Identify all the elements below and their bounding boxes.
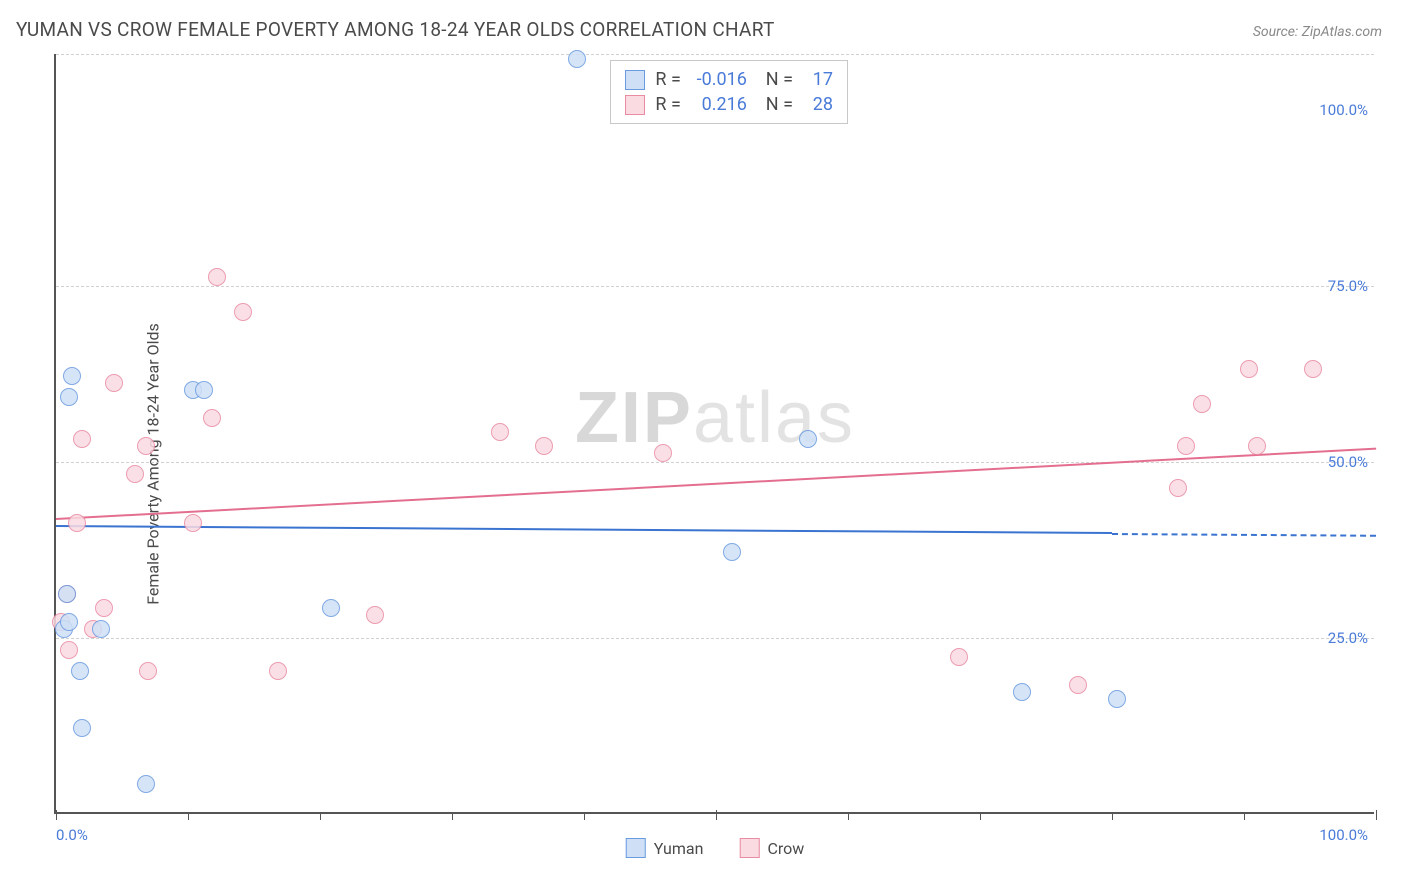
data-point	[137, 437, 155, 455]
stat-n-value: 17	[803, 69, 833, 90]
gridline	[56, 462, 1374, 463]
x-tick	[452, 812, 453, 820]
legend-swatch	[626, 838, 646, 858]
data-point	[58, 585, 76, 603]
data-point	[95, 599, 113, 617]
y-tick-label: 25.0%	[1328, 629, 1368, 647]
plot-area: ZIPatlas R =-0.016 N =17R =0.216 N =28 Y…	[54, 54, 1374, 814]
data-point	[723, 543, 741, 561]
data-point	[208, 268, 226, 286]
data-point	[799, 430, 817, 448]
data-point	[137, 775, 155, 793]
data-point	[1069, 676, 1087, 694]
data-point	[1193, 395, 1211, 413]
y-tick-label: 75.0%	[1328, 277, 1368, 295]
stat-row: R = -0.016 N = 17	[625, 67, 833, 92]
x-tick	[584, 812, 585, 820]
data-point	[654, 444, 672, 462]
data-point	[535, 437, 553, 455]
data-point	[60, 613, 78, 631]
legend-swatch	[625, 70, 645, 90]
data-point	[568, 50, 586, 68]
legend-label: Crow	[767, 839, 804, 858]
data-point	[322, 599, 340, 617]
data-point	[105, 374, 123, 392]
source-attribution: Source: ZipAtlas.com	[1253, 24, 1382, 40]
data-point	[1169, 479, 1187, 497]
legend-item: Yuman	[626, 838, 704, 858]
stat-n-value: 28	[803, 94, 833, 115]
y-tick-label: 50.0%	[1328, 453, 1368, 471]
data-point	[73, 430, 91, 448]
x-tick-label: 100.0%	[1319, 826, 1368, 844]
data-point	[269, 662, 287, 680]
x-tick-label: 0.0%	[56, 826, 88, 844]
stat-row: R = 0.216 N = 28	[625, 92, 833, 117]
data-point	[195, 381, 213, 399]
gridline	[56, 638, 1374, 639]
stat-n-label: N =	[757, 69, 793, 90]
data-point	[71, 662, 89, 680]
chart-container: Female Poverty Among 18-24 Year Olds ZIP…	[16, 54, 1392, 874]
y-tick-label: 100.0%	[1319, 101, 1368, 119]
stat-r-value: -0.016	[691, 69, 747, 90]
legend-swatch	[625, 95, 645, 115]
stat-r-value: 0.216	[691, 94, 747, 115]
data-point	[1240, 360, 1258, 378]
data-point	[1013, 683, 1031, 701]
trend-line	[56, 525, 1112, 534]
x-tick	[1376, 810, 1377, 820]
stat-r-label: R =	[655, 94, 680, 115]
gridline	[56, 286, 1374, 287]
data-point	[491, 423, 509, 441]
x-tick	[188, 812, 189, 820]
x-tick	[980, 812, 981, 820]
data-point	[234, 303, 252, 321]
correlation-stats-box: R = -0.016 N = 17 R = 0.216 N = 28	[610, 60, 848, 124]
legend-label: Yuman	[654, 839, 704, 858]
trend-line	[1112, 533, 1376, 537]
x-tick	[848, 812, 849, 820]
data-point	[139, 662, 157, 680]
data-point	[1108, 690, 1126, 708]
stat-n-label: N =	[757, 94, 793, 115]
stat-r-label: R =	[655, 69, 680, 90]
data-point	[950, 648, 968, 666]
data-point	[68, 514, 86, 532]
legend-item: Crow	[739, 838, 804, 858]
data-point	[92, 620, 110, 638]
data-point	[1248, 437, 1266, 455]
data-point	[366, 606, 384, 624]
x-tick	[320, 812, 321, 820]
chart-title: YUMAN VS CROW FEMALE POVERTY AMONG 18-24…	[16, 18, 775, 41]
data-point	[60, 641, 78, 659]
x-tick	[716, 810, 717, 820]
x-tick	[56, 810, 57, 820]
data-point	[1177, 437, 1195, 455]
gridline	[56, 54, 1374, 55]
data-point	[60, 388, 78, 406]
legend: Yuman Crow	[626, 838, 805, 858]
data-point	[63, 367, 81, 385]
x-tick	[1112, 812, 1113, 820]
legend-swatch	[739, 838, 759, 858]
data-point	[203, 409, 221, 427]
data-point	[73, 719, 91, 737]
data-point	[126, 465, 144, 483]
x-tick	[1244, 812, 1245, 820]
data-point	[184, 514, 202, 532]
data-point	[1304, 360, 1322, 378]
